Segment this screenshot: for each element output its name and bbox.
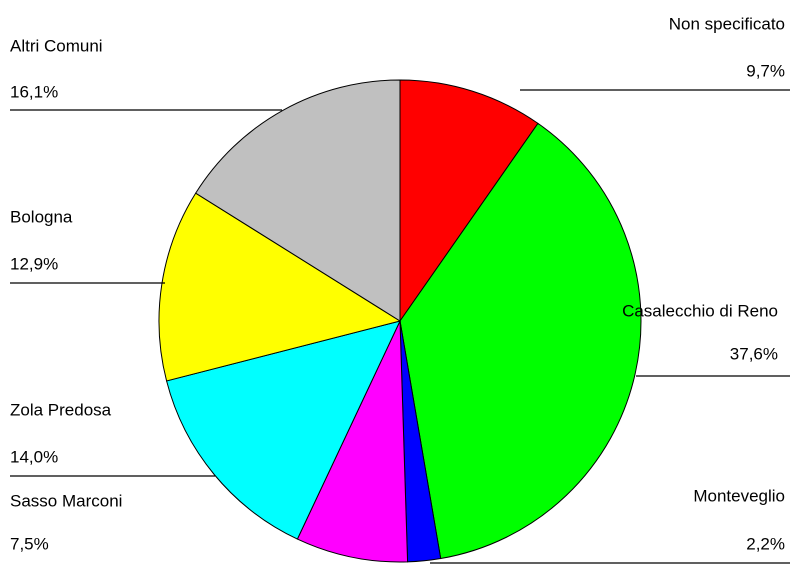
slice-label: Casalecchio di Reno xyxy=(622,301,778,320)
slice xyxy=(195,79,401,322)
slice-label: Altri Comuni xyxy=(10,36,103,55)
slice xyxy=(399,122,642,560)
slice-label: Non specificato xyxy=(669,14,785,33)
slice-label: Zola Predosa xyxy=(10,400,112,419)
value-label: 9,7% xyxy=(746,61,785,80)
slice xyxy=(399,79,539,323)
value-label: 7,5% xyxy=(10,534,49,553)
slice-label: Bologna xyxy=(10,207,73,226)
value-label: 37,6% xyxy=(730,344,778,363)
slice xyxy=(165,320,401,540)
slice xyxy=(296,320,409,563)
value-label: 14,0% xyxy=(10,447,58,466)
value-label: 12,9% xyxy=(10,254,58,273)
slice-label: Monteveglio xyxy=(693,486,785,505)
value-label: 2,2% xyxy=(746,534,785,553)
slice-label: Sasso Marconi xyxy=(10,491,122,510)
slice xyxy=(158,192,402,382)
value-label: 16,1% xyxy=(10,82,58,101)
